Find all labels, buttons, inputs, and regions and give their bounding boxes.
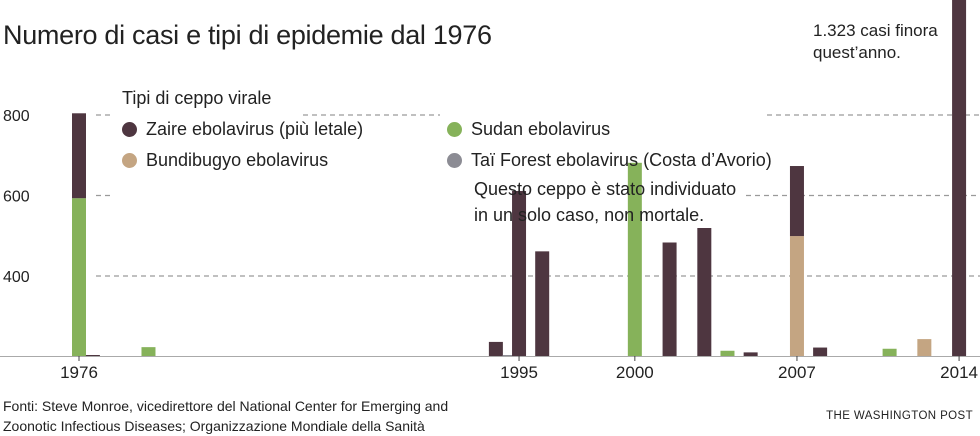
note-line-1: Questo ceppo è stato individuato [474,179,737,199]
legend-swatch-tai-forest [447,153,462,168]
source-credit: Fonti: Steve Monroe, vicedirettore del N… [3,396,448,436]
legend-label-sudan: Sudan ebolavirus [471,119,611,139]
legend-swatch-sudan [447,122,462,137]
legend-label-zaire: Zaire ebolavirus (più letale) [146,119,364,139]
bar-2-sudan [141,347,156,356]
y-tick-label-600: 600 [3,189,30,206]
publisher-brand: THE WASHINGTON POST [826,410,973,422]
legend-item-tai-forest: Taï Forest ebolavirus (Costa d’Avorio) [447,150,772,171]
bar-0-zaire [72,113,86,199]
bar-13-zaire [813,347,828,356]
legend-label-tai-forest: Taï Forest ebolavirus (Costa d’Avorio) [471,150,772,170]
bar-12-bundibugyo [789,236,804,356]
bar-12-zaire [789,166,804,237]
legend-item-bundibugyo: Bundibugyo ebolavirus [122,150,328,171]
source-line-2: Zoonotic Infectious Diseases; Organizzaz… [3,418,425,434]
x-tick-label-1976: 1976 [60,363,98,382]
x-tick-label-2014: 2014 [940,363,978,382]
x-tick-label-2007: 2007 [778,363,816,382]
x-tick-label-1995: 1995 [500,363,538,382]
bar-4-tai [502,355,517,356]
bar-3-zaire [488,341,503,356]
bar-8-zaire [662,242,677,356]
annotation-2014: 1.323 casi finora quest’anno. [813,20,938,64]
legend-item-zaire: Zaire ebolavirus (più letale) [122,119,363,140]
source-line-1: Fonti: Steve Monroe, vicedirettore del N… [3,398,449,414]
bar-10-sudan [720,350,735,356]
legend-label-bundibugyo: Bundibugyo ebolavirus [146,150,329,170]
tai-forest-note: Questo ceppo è stato individuato in un s… [474,176,736,228]
legend-item-sudan: Sudan ebolavirus [447,119,610,140]
bar-7-sudan [627,162,642,356]
bar-14-sudan [882,348,897,356]
legend-swatch-zaire [122,122,137,137]
legend-swatch-bundibugyo [122,153,137,168]
x-tick-label-2000: 2000 [616,363,654,382]
bar-5-zaire [512,190,527,356]
bar-1-zaire [85,355,100,356]
chart-title: Numero di casi e tipi di epidemie dal 19… [3,20,492,50]
bar-0-sudan [72,198,86,356]
y-tick-label-400: 400 [3,269,30,286]
annotation-line-1: 1.323 casi finora [813,21,938,40]
y-tick-label-800: 800 [3,108,30,125]
bar-15-bundibugyo [917,339,932,356]
legend-title: Tipi di ceppo virale [122,88,272,108]
annotation-line-2: quest’anno. [813,43,901,62]
bar-16-zaire [952,0,967,356]
bar-6-zaire [535,251,550,356]
bar-11-zaire [743,352,758,356]
note-line-2: in un solo caso, non mortale. [474,205,705,225]
bar-9-zaire [697,228,712,356]
